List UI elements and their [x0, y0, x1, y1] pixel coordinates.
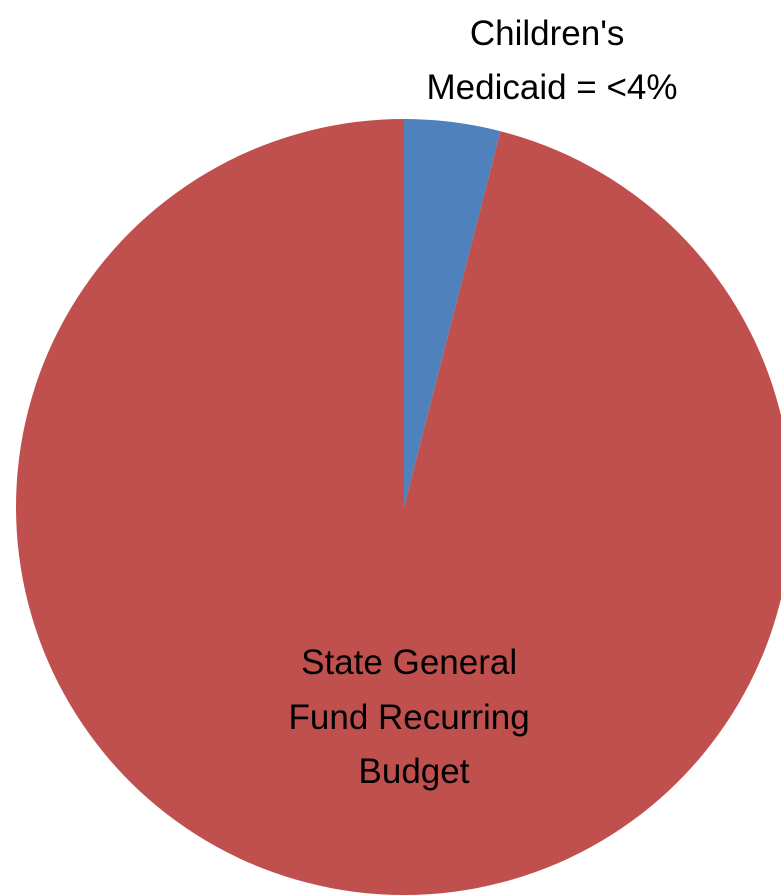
slice-label-state-general-fund: State General Fund Recurring Budget: [289, 643, 540, 791]
pie-slices: [16, 119, 781, 895]
slice-label-line: State General: [301, 643, 517, 682]
slice-label-line: Budget: [359, 752, 470, 791]
pie-slice-0: [404, 119, 501, 507]
slice-label-line: Medicaid = <4%: [427, 68, 678, 107]
slice-label-line: Children's: [470, 14, 625, 53]
pie-slice-1: [16, 119, 781, 895]
slice-label-line: Fund Recurring: [289, 698, 530, 737]
slice-label-childrens-medicaid: Children's Medicaid = <4%: [427, 14, 678, 107]
